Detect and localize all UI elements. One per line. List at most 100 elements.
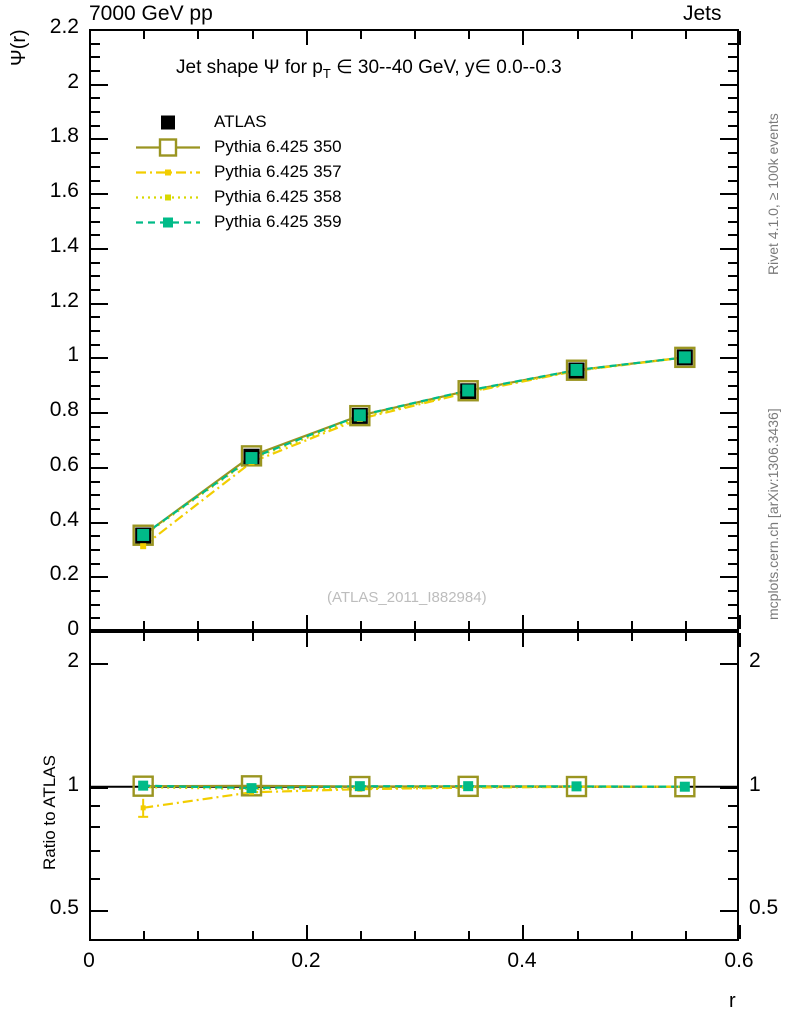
axis-tick-label: 2 [67, 70, 79, 93]
axis-tick [728, 207, 737, 209]
axis-tick [91, 56, 100, 58]
axis-tick [91, 910, 108, 912]
axis-tick [360, 621, 362, 629]
axis-tick [306, 925, 308, 939]
axis-tick [728, 826, 737, 828]
axis-tick-label: 0.5 [749, 896, 779, 919]
header-right-label: Jets [683, 2, 722, 25]
analysis-watermark: (ATLAS_2011_I882984) [327, 589, 487, 606]
axis-tick [468, 931, 470, 939]
axis-tick-label: 1 [67, 773, 79, 796]
axis-tick [91, 617, 100, 619]
axis-tick [728, 805, 737, 807]
axis-tick [91, 787, 108, 789]
legend-swatch-icon [136, 138, 200, 157]
axis-tick [728, 180, 737, 182]
axis-tick [728, 56, 737, 58]
axis-tick [91, 535, 100, 537]
axis-tick [728, 371, 737, 373]
axis-tick [720, 522, 737, 524]
axis-tick [252, 31, 254, 39]
axis-tick [685, 633, 687, 641]
axis-tick-label: 1.2 [49, 289, 79, 312]
axis-tick [91, 84, 108, 86]
xaxis-label: r [729, 990, 736, 1012]
axis-tick [728, 590, 737, 592]
axis-tick [143, 633, 145, 641]
axis-tick [720, 910, 737, 912]
axis-tick-label: 2 [749, 649, 761, 672]
axis-tick [414, 621, 416, 629]
axis-tick-label: 2 [67, 649, 79, 672]
axis-tick [91, 207, 100, 209]
axis-tick [91, 138, 108, 140]
axis-tick [577, 31, 579, 39]
axis-tick [728, 385, 737, 387]
axis-tick [720, 84, 737, 86]
axis-tick [728, 535, 737, 537]
axis-tick [728, 70, 737, 72]
axis-tick [89, 615, 91, 629]
axis-tick-label: 1.4 [49, 234, 79, 257]
axis-tick [91, 467, 108, 469]
axis-tick-label: 0.4 [507, 949, 537, 972]
axis-tick-label: 0.8 [49, 398, 79, 421]
legend-label: ATLAS [214, 112, 267, 131]
axis-tick-label: 1 [67, 343, 79, 366]
axis-tick [91, 371, 100, 373]
axis-tick-label: 0.5 [49, 896, 79, 919]
axis-tick [252, 633, 254, 641]
axis-tick [91, 180, 100, 182]
axis-tick-label: 0.6 [49, 453, 79, 476]
axis-tick-label: 2.2 [49, 15, 79, 38]
axis-tick [728, 549, 737, 551]
rivet-version-label: Rivet 4.1.0, ≥ 100k events [765, 113, 781, 275]
axis-tick [91, 125, 100, 127]
legend-swatch-icon [136, 169, 200, 176]
axis-tick [728, 316, 737, 318]
axis-tick [197, 31, 199, 39]
axis-tick [91, 221, 100, 223]
axis-tick [728, 398, 737, 400]
axis-tick [91, 604, 100, 606]
axis-tick [720, 248, 737, 250]
axis-tick [143, 931, 145, 939]
axis-tick [91, 508, 100, 510]
header-left-label: 7000 GeV pp [89, 2, 213, 25]
plot-title-subscript: T [322, 65, 331, 81]
axis-tick [720, 138, 737, 140]
axis-tick [91, 275, 100, 277]
legend-swatch-icon [136, 217, 200, 228]
axis-tick [728, 453, 737, 455]
axis-tick [728, 275, 737, 277]
axis-tick [197, 633, 199, 641]
axis-tick [728, 850, 737, 852]
axis-tick [91, 576, 108, 578]
axis-tick [91, 426, 100, 428]
axis-tick [91, 262, 100, 264]
axis-tick [89, 633, 91, 647]
axis-tick [728, 617, 737, 619]
legend-label: Pythia 6.425 358 [214, 187, 342, 206]
axis-tick [685, 931, 687, 939]
axis-tick [685, 31, 687, 39]
axis-tick [739, 925, 741, 939]
axis-tick [631, 621, 633, 629]
axis-tick [91, 826, 100, 828]
axis-tick [91, 850, 100, 852]
axis-tick [91, 289, 100, 291]
legend-swatch-icon [161, 115, 175, 130]
axis-tick [91, 398, 100, 400]
axis-tick [728, 125, 737, 127]
axis-tick [91, 385, 100, 387]
axis-tick [728, 262, 737, 264]
axis-tick [91, 549, 100, 551]
axis-tick [91, 234, 100, 236]
axis-tick [577, 931, 579, 939]
axis-tick [468, 31, 470, 39]
ratio-yaxis-label: Ratio to ATLAS [40, 755, 59, 870]
axis-tick [414, 31, 416, 39]
axis-tick-label: 0.2 [291, 949, 321, 972]
axis-tick [91, 663, 108, 665]
axis-tick-label: 0.2 [49, 562, 79, 585]
